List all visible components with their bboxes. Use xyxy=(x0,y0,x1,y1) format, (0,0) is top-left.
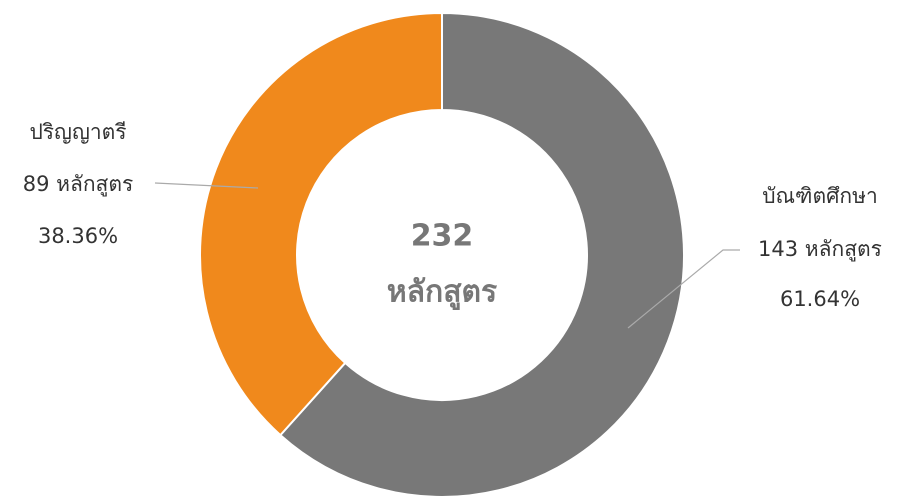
value-label: 143 หลักสูตร xyxy=(758,237,882,262)
value-label: 89 หลักสูตร xyxy=(23,172,134,197)
donut-segment xyxy=(278,11,685,498)
percent-label: 61.64% xyxy=(780,287,860,311)
percent-label: 38.36% xyxy=(38,224,118,248)
leader-line xyxy=(627,249,740,329)
category-label: ปริญญาตรี xyxy=(29,120,126,144)
donut-segment xyxy=(199,11,443,437)
category-label: บัณฑิตศึกษา xyxy=(762,184,878,208)
center-total: 232 xyxy=(411,219,474,254)
leader-line xyxy=(154,182,259,189)
center-label: หลักสูตร xyxy=(387,275,497,311)
